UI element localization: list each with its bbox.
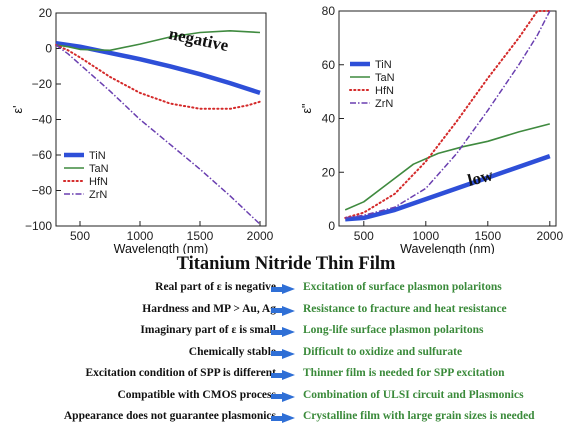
legend-label-tin: TiN — [89, 150, 106, 162]
effect-text: Combination of ULSI circuit and Plasmoni… — [303, 388, 524, 401]
series-line-tin — [345, 153, 551, 222]
chart-annotation: negative — [167, 24, 231, 55]
legend-label-tin: TiN — [375, 59, 392, 71]
property-row: Chemically stable Difficult to oxidize an… — [0, 346, 572, 368]
y-tick-label: −60 — [32, 148, 53, 162]
y-axis-label: ε' — [11, 106, 25, 114]
arrow-right-icon — [271, 348, 295, 359]
x-tick-label: 1500 — [187, 229, 214, 243]
x-tick-label: 1000 — [412, 229, 439, 243]
property-text: Compatible with CMOS process — [117, 388, 276, 401]
effect-text: Long-life surface plasmon polaritons — [303, 324, 484, 336]
effect-text: Excitation of surface plasmon polaritons — [303, 281, 502, 293]
effect-text: Difficult to oxidize and sulfurate — [303, 345, 463, 358]
y-tick-label: −80 — [32, 184, 53, 198]
property-text: Chemically stable — [188, 345, 276, 358]
arrow-right-icon — [271, 305, 295, 316]
arrow-right-icon — [271, 391, 295, 402]
plot-frame — [55, 12, 267, 227]
series-line-zrn — [345, 10, 551, 219]
arrow-right-icon — [271, 370, 295, 380]
y-axis-label: ε" — [300, 103, 314, 113]
y-tick-label: 20 — [39, 6, 53, 20]
legend-label-zrn: ZrN — [89, 189, 107, 201]
legend-label-hfn: HfN — [89, 176, 108, 188]
x-tick-label: 1500 — [474, 229, 501, 243]
section-title: Titanium Nitride Thin Film — [176, 254, 396, 274]
property-text: Hardness and MP > Au, Ag — [142, 302, 276, 315]
x-tick-label: 500 — [70, 229, 90, 243]
property-text: Real part of ε is negative — [155, 281, 276, 293]
effect-text: Crystalline film with large grain sizes … — [303, 410, 535, 422]
property-text: Appearance does not guarantee plasmonics — [63, 410, 276, 422]
effect-text: Thinner film is needed for SPP excitatio… — [303, 367, 505, 379]
legend-label-zrn: ZrN — [375, 98, 393, 110]
x-tick-label: 500 — [354, 229, 374, 243]
effect-text: Resistance to fracture and heat resistan… — [303, 302, 507, 315]
property-text: Imaginary part of ε is small — [140, 324, 276, 336]
arrow-right-icon — [271, 284, 295, 294]
x-tick-label: 2000 — [536, 229, 563, 243]
arrow-right-icon — [271, 327, 295, 337]
y-tick-label: −20 — [32, 77, 53, 91]
y-tick-label: 20 — [322, 165, 336, 179]
property-row: Appearance does not guarantee plasmonics… — [0, 410, 572, 432]
y-tick-label: −40 — [32, 113, 53, 127]
x-axis-label: Wavelength (nm) — [114, 242, 209, 254]
x-axis-label: Wavelength (nm) — [400, 242, 495, 254]
y-tick-label: 0 — [45, 42, 52, 56]
property-row: Excitation condition of SPP is different… — [0, 367, 572, 389]
y-tick-label: 0 — [328, 219, 335, 233]
y-tick-label: 60 — [322, 58, 336, 72]
y-tick-label: 40 — [322, 112, 336, 126]
legend-label-tan: TaN — [375, 72, 395, 84]
imaginary-permittivity-chart: 500 1000 1500 2000 0 20 40 60 80 Wavelength (nm) ε… — [300, 4, 563, 254]
arrow-right-icon — [271, 413, 295, 423]
property-row: Hardness and MP > Au, Ag Resistance to fr… — [0, 303, 572, 325]
real-permittivity-chart: 500 1000 1500 2000 20 0 −20 −40 −60 −80 −100 Wavele… — [11, 6, 274, 254]
series-line-tin — [55, 40, 261, 96]
property-row: Real part of ε is negative Excitation of … — [0, 281, 572, 303]
series-line-tan — [55, 29, 261, 52]
legend-label-tan: TaN — [89, 163, 109, 175]
series-line-zrn — [55, 44, 261, 225]
y-tick-label: −100 — [25, 219, 52, 233]
x-tick-label: 1000 — [127, 229, 154, 243]
series-line-tan — [344, 123, 550, 211]
property-row: Compatible with CMOS process Combination … — [0, 389, 572, 411]
x-tick-label: 2000 — [247, 229, 274, 243]
series-line-hfn — [344, 10, 551, 219]
chart-annotation: low — [466, 165, 496, 190]
series-line-hfn — [55, 44, 261, 110]
y-tick-label: 80 — [322, 4, 336, 18]
property-text: Excitation condition of SPP is different — [85, 367, 277, 379]
property-row: Imaginary part of ε is small Long-life su… — [0, 324, 572, 346]
legend-label-hfn: HfN — [375, 85, 394, 97]
